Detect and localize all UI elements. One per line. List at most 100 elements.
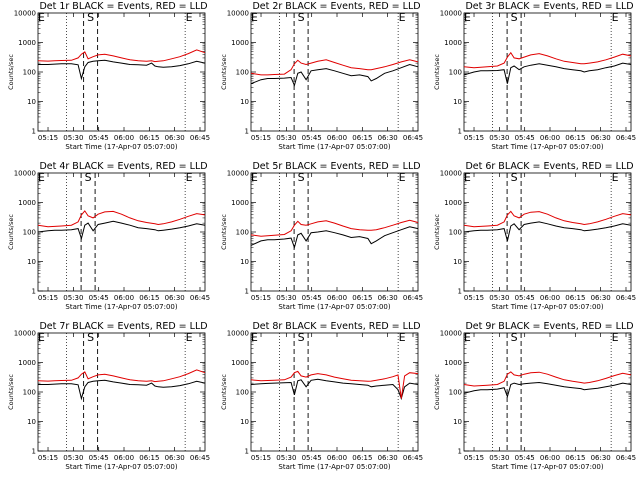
interval-marker-label: E [464, 11, 471, 24]
x-tick-label: 06:45 [403, 134, 423, 142]
y-tick-label: 10000 [440, 330, 462, 338]
lld-series-line [37, 369, 206, 383]
y-tick-label: 1000 [444, 199, 462, 207]
x-tick-label: 06:15 [565, 294, 585, 302]
x-axis-label: Start Time (17-Apr-07 05:07:00) [491, 463, 603, 471]
events-series-line [37, 220, 206, 241]
y-tick-label: 100 [236, 229, 249, 237]
lld-series-line [250, 219, 419, 237]
x-tick-label: 06:30 [378, 134, 398, 142]
x-tick-label: 06:45 [403, 454, 423, 462]
plot-frame [463, 12, 632, 132]
x-tick-label: 05:45 [302, 134, 322, 142]
interval-marker-label: S [87, 11, 94, 24]
interval-marker-label: E [186, 11, 193, 24]
y-axis-label: Counts/sec [433, 54, 441, 90]
y-tick-label: 1 [32, 128, 36, 136]
y-tick-label: 10 [453, 418, 462, 426]
plot-frame [250, 12, 419, 132]
events-series-line [463, 221, 632, 242]
y-tick-label: 1 [458, 128, 462, 136]
plot-title: Det 5r BLACK = Events, RED = LLD [252, 161, 420, 172]
interval-marker-label: S [511, 171, 518, 184]
y-tick-label: 100 [236, 69, 249, 77]
plot-title: Det 4r BLACK = Events, RED = LLD [39, 161, 207, 172]
plot-title: Det 3r BLACK = Events, RED = LLD [465, 1, 633, 12]
detector-plot-8: Det 8r BLACK = Events, RED = LLD 1 10 100 10… [220, 321, 423, 471]
interval-marker-label: S [87, 331, 94, 344]
y-tick-label: 1000 [231, 39, 249, 47]
y-tick-label: 10 [453, 98, 462, 106]
y-tick-label: 1 [245, 448, 249, 456]
y-tick-label: 1000 [18, 39, 36, 47]
y-tick-label: 1 [245, 288, 249, 296]
interval-marker-label: S [85, 171, 92, 184]
plot-frame [250, 332, 419, 452]
y-tick-label: 10 [240, 98, 249, 106]
x-tick-label: 06:00 [114, 294, 134, 302]
x-tick-label: 06:30 [165, 294, 185, 302]
y-axis-label: Counts/sec [7, 214, 15, 250]
x-tick-label: 05:45 [515, 454, 535, 462]
plot-title: Det 6r BLACK = Events, RED = LLD [465, 161, 633, 172]
y-axis-label: Counts/sec [220, 374, 228, 410]
y-tick-label: 1 [458, 448, 462, 456]
y-axis-label: Counts/sec [433, 374, 441, 410]
events-series-line [250, 378, 419, 401]
x-tick-label: 05:15 [251, 294, 271, 302]
x-tick-label: 06:15 [139, 454, 159, 462]
x-tick-label: 05:30 [63, 134, 83, 142]
lld-series-line [37, 210, 206, 228]
x-axis-label: Start Time (17-Apr-07 05:07:00) [491, 303, 603, 311]
y-tick-label: 100 [23, 69, 36, 77]
plot-frame [37, 12, 206, 132]
interval-marker-label: S [298, 331, 305, 344]
interval-marker-label: E [38, 331, 45, 344]
plot-frame [37, 172, 206, 292]
events-series-line [38, 59, 206, 81]
plot-frame [463, 172, 632, 292]
x-tick-label: 05:45 [89, 454, 109, 462]
interval-marker-label: E [464, 331, 471, 344]
interval-marker-label: E [399, 11, 406, 24]
x-tick-label: 06:15 [352, 134, 372, 142]
y-tick-label: 10 [240, 418, 249, 426]
x-tick-label: 06:30 [165, 134, 185, 142]
x-tick-label: 06:00 [327, 294, 347, 302]
y-tick-label: 1000 [444, 39, 462, 47]
x-tick-label: 06:00 [114, 454, 134, 462]
x-tick-label: 05:30 [489, 294, 509, 302]
x-tick-label: 06:00 [540, 134, 560, 142]
interval-marker-label: E [251, 171, 258, 184]
interval-marker-label: E [399, 331, 406, 344]
x-axis-label: Start Time (17-Apr-07 05:07:00) [278, 303, 390, 311]
y-tick-label: 10 [27, 258, 36, 266]
lld-series-line [463, 210, 632, 228]
x-axis-label: Start Time (17-Apr-07 05:07:00) [278, 143, 390, 151]
y-tick-label: 10 [240, 258, 249, 266]
events-series-line [250, 226, 419, 250]
events-series-line [250, 63, 419, 87]
x-tick-label: 06:00 [540, 294, 560, 302]
x-tick-label: 05:15 [38, 294, 58, 302]
y-tick-label: 100 [23, 389, 36, 397]
x-tick-label: 06:30 [165, 454, 185, 462]
interval-marker-label: E [399, 171, 406, 184]
detector-plot-7: Det 7r BLACK = Events, RED = LLD 1 10 100 10… [7, 321, 210, 471]
x-tick-label: 05:45 [89, 294, 109, 302]
plot-title: Det 7r BLACK = Events, RED = LLD [39, 321, 207, 332]
y-axis-label: Counts/sec [7, 54, 15, 90]
x-axis-label: Start Time (17-Apr-07 05:07:00) [278, 463, 390, 471]
interval-marker-label: S [511, 331, 518, 344]
detector-plot-6: Det 6r BLACK = Events, RED = LLD 1 10 100 10… [433, 161, 636, 311]
interval-marker-label: E [251, 331, 258, 344]
x-axis-label: Start Time (17-Apr-07 05:07:00) [65, 303, 177, 311]
lld-series-line [463, 51, 632, 69]
interval-marker-label: E [38, 171, 45, 184]
detector-plot-1: Det 1r BLACK = Events, RED = LLD 1 10 100 10… [7, 1, 210, 151]
x-axis-label: Start Time (17-Apr-07 05:07:00) [65, 143, 177, 151]
y-tick-label: 1000 [18, 359, 36, 367]
y-tick-label: 10000 [14, 170, 36, 178]
x-tick-label: 05:15 [251, 454, 271, 462]
